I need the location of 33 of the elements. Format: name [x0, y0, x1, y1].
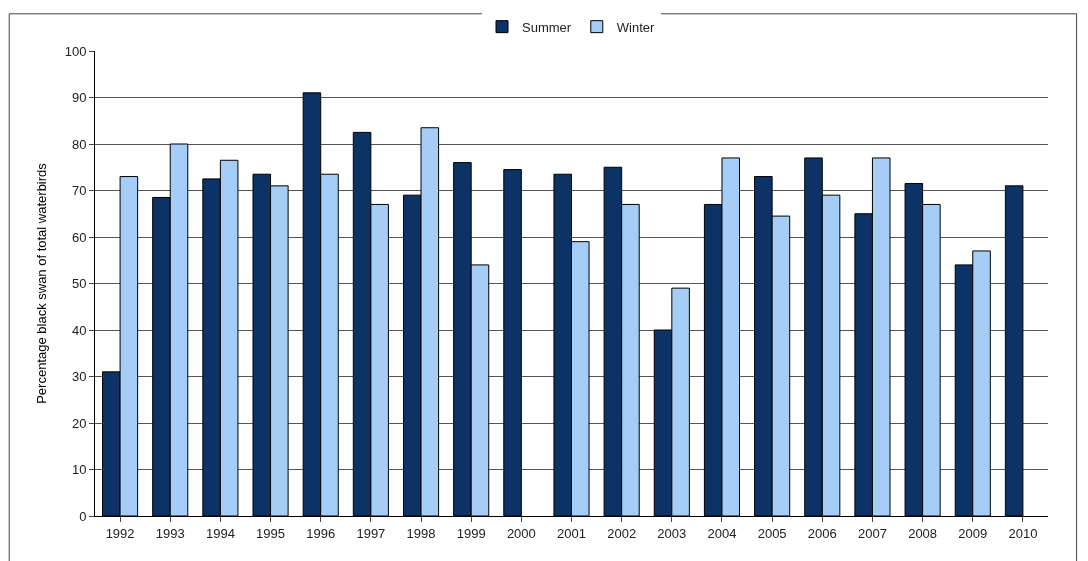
x-tick-label: 2004	[707, 525, 737, 541]
x-tick-label: 2003	[657, 525, 687, 541]
y-tick-label: 30	[71, 369, 87, 385]
x-tick-label: 2008	[908, 525, 938, 541]
y-tick-label: 90	[71, 90, 87, 106]
x-tick-label: 2000	[506, 525, 536, 541]
y-axis-title: Percentage black swan of total waterbirds	[33, 162, 49, 404]
legend-label: Winter	[616, 19, 656, 35]
x-tick-label: 2009	[958, 525, 988, 541]
y-tick-label: 50	[71, 276, 87, 292]
y-tick-label: 10	[71, 462, 87, 478]
x-tick-label: 2001	[557, 525, 586, 541]
x-tick-label: 1998	[406, 525, 436, 541]
legend-label: Summer	[522, 19, 572, 35]
y-tick-label: 40	[71, 322, 87, 338]
x-tick-label: 1999	[456, 525, 486, 541]
x-tick-label: 1996	[306, 525, 336, 541]
x-tick-label: 2006	[807, 525, 837, 541]
x-tick-label: 2007	[857, 525, 887, 541]
x-tick-label: 1995	[256, 525, 286, 541]
y-tick-label: 0	[79, 508, 87, 524]
x-tick-label: 1993	[155, 525, 185, 541]
x-tick-label: 2010	[1008, 525, 1038, 541]
y-tick-label: 60	[71, 229, 87, 245]
x-tick-label: 1997	[356, 525, 386, 541]
y-tick-label: 100	[64, 43, 87, 59]
x-tick-label: 1994	[205, 525, 235, 541]
y-tick-label: 20	[71, 415, 87, 431]
y-tick-label: 80	[71, 136, 87, 152]
y-tick-label: 70	[71, 183, 87, 199]
x-tick-label: 1992	[105, 525, 135, 541]
x-tick-label: 2005	[757, 525, 787, 541]
x-tick-label: 2002	[607, 525, 637, 541]
